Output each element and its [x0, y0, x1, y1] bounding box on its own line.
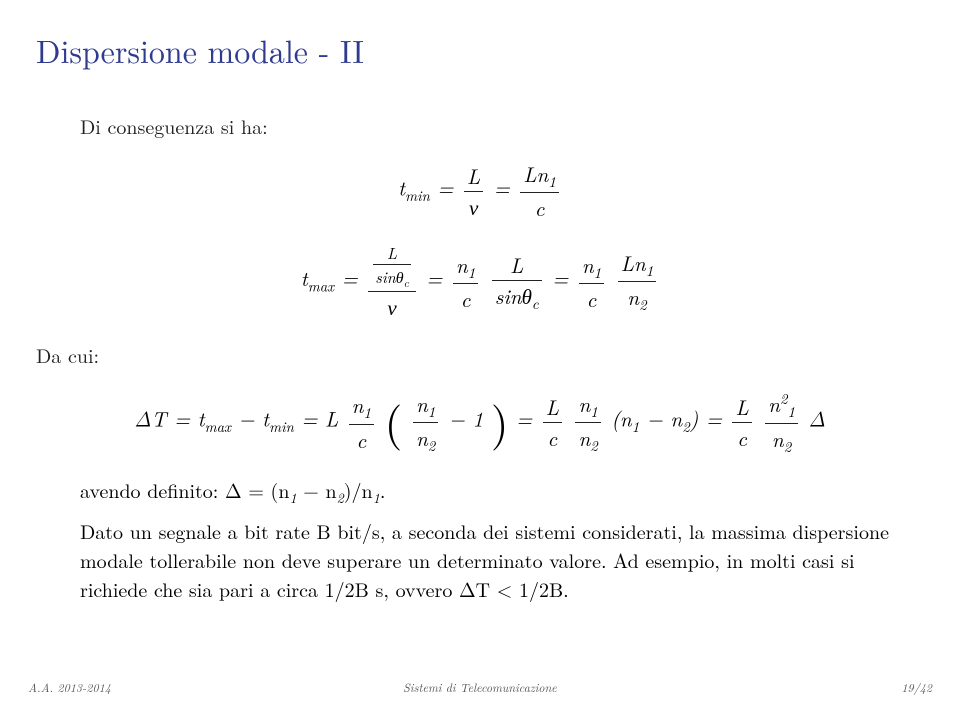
- equation-tmax: tmax = Lsinθc ν = n1c Lsinθc = n1c Ln1n2: [36, 241, 924, 322]
- equation-deltaT: ΔT = tmax − tmin = L n1c ( n1n2 − 1 ) = …: [36, 388, 924, 456]
- lead-text: Di conseguenza si ha:: [80, 111, 924, 141]
- equation-tmin: tmin = Lν = Ln1c: [36, 159, 924, 223]
- footer: A.A. 2013-2014 Sistemi di Telecomunicazi…: [0, 679, 960, 696]
- da-cui: Da cui:: [36, 340, 924, 370]
- slide-title: Dispersione modale - II: [36, 28, 924, 73]
- definition-line: avendo definito: Δ = (n1 − n2)/n1.: [36, 475, 924, 508]
- paragraph-explanation: Dato un segnale a bit rate B bit/s, a se…: [36, 516, 924, 603]
- slide: Dispersione modale - II Di conseguenza s…: [0, 0, 960, 603]
- footer-center: Sistemi di Telecomunicazione: [0, 679, 960, 696]
